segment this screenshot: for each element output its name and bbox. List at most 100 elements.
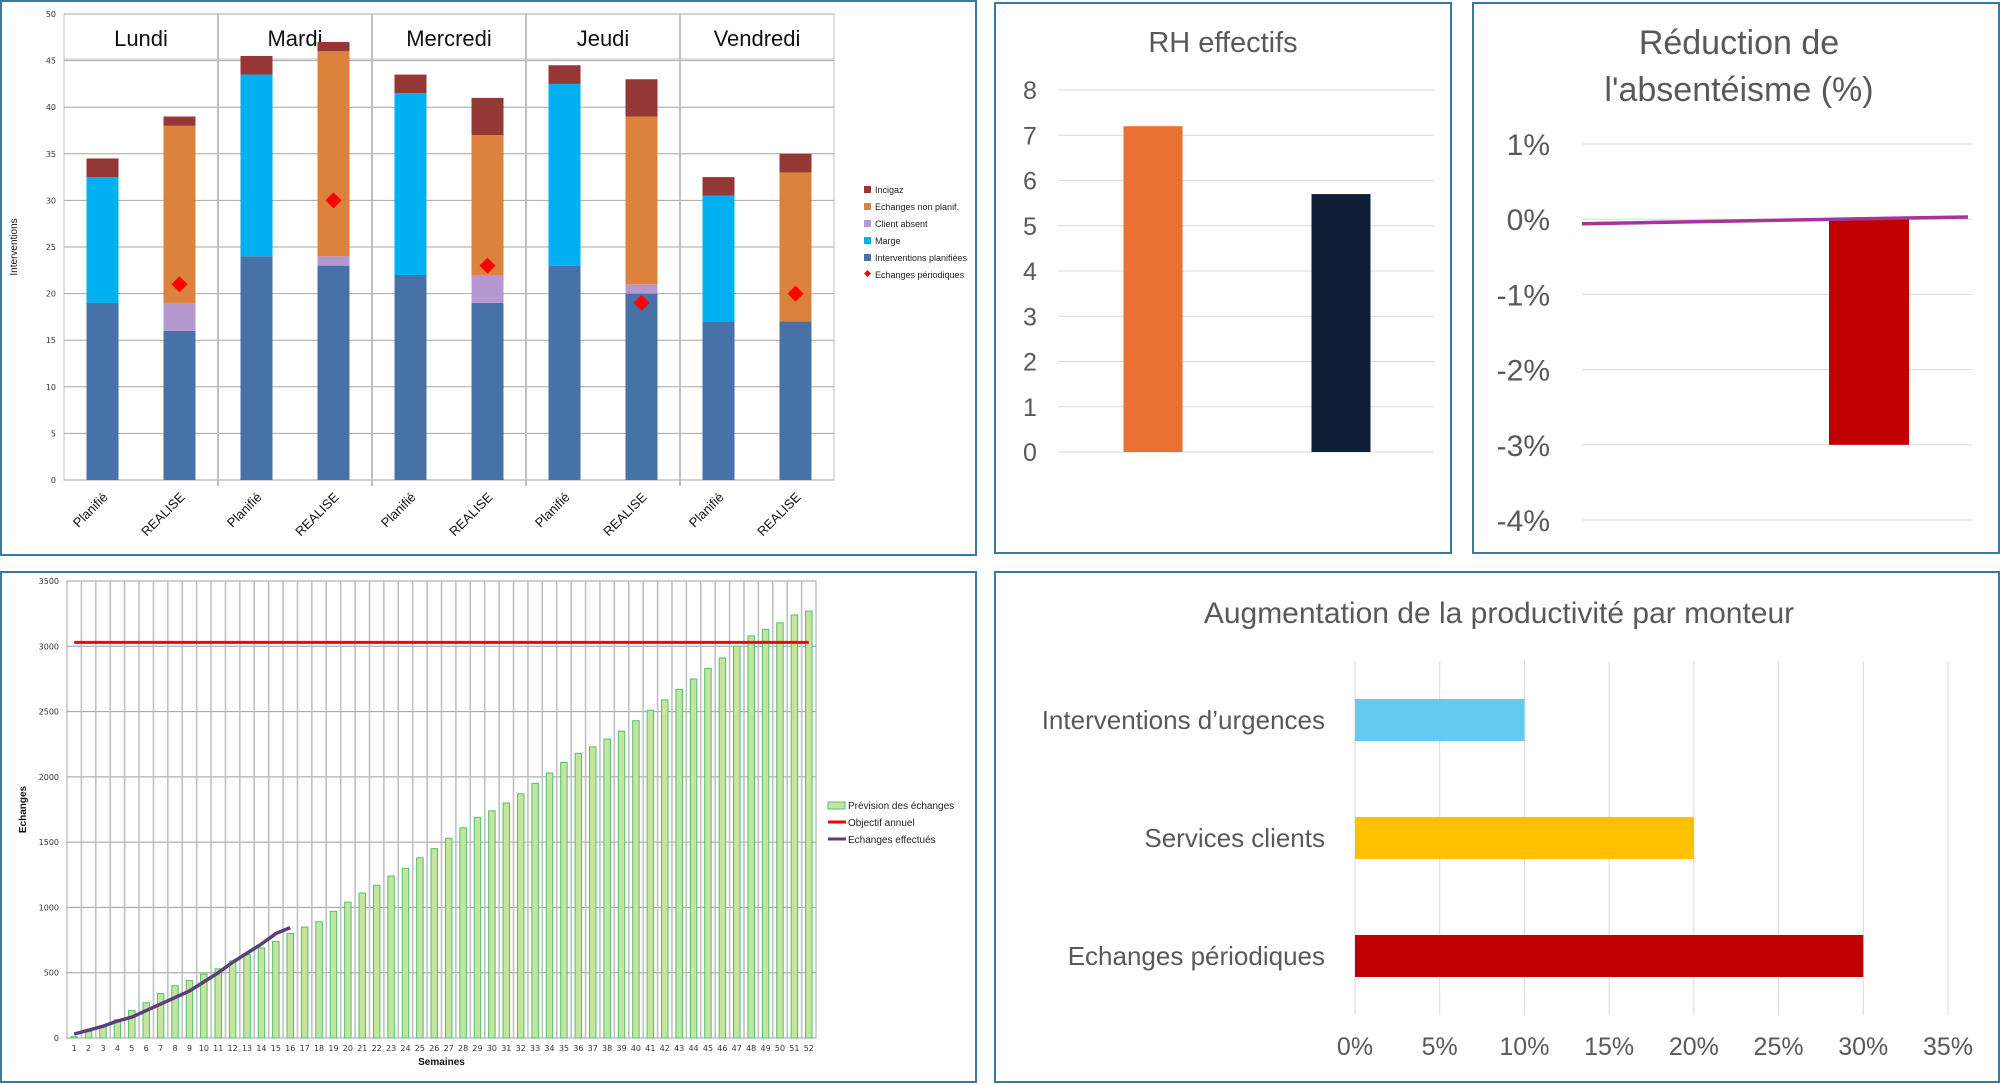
x-tick-label: REALISE [446, 489, 496, 539]
y-tick-label: -2% [1497, 355, 1550, 388]
stacked-bar-segment [471, 135, 504, 275]
chart-title-line: Réduction de [1639, 24, 1839, 62]
forecast-bar [603, 738, 611, 1039]
y-tick-label: 3500 [39, 577, 59, 586]
stacked-bar-segment [240, 55, 273, 75]
echanges-effectues-line [73, 926, 291, 1036]
echanges-periodiques-marker [633, 294, 650, 311]
productivite-bar [1355, 935, 1864, 977]
forecast-bar [704, 667, 712, 1039]
x-tick-label: REALISE [138, 489, 188, 539]
x-tick-label: REALISE [754, 489, 804, 539]
x-tick-label: 44 [688, 1044, 698, 1053]
stacked-bar-segment [317, 41, 350, 52]
productivite-bar [1355, 817, 1694, 859]
x-tick-label: REALISE [292, 489, 342, 539]
forecast-bar [675, 688, 683, 1039]
x-tick-label: 51 [789, 1044, 799, 1053]
x-tick-label: 43 [674, 1044, 684, 1053]
forecast-bar [416, 857, 424, 1039]
x-tick-label: 34 [544, 1044, 554, 1053]
forecast-bar [128, 1010, 136, 1039]
group-label: Mercredi [406, 26, 492, 51]
y-tick-label: 500 [44, 969, 59, 978]
forecast-bar [401, 867, 410, 1039]
x-tick-label: 41 [645, 1044, 655, 1053]
x-tick-label: 46 [717, 1044, 727, 1053]
stacked-bar-segment [625, 79, 658, 117]
legend-label: Echanges effectués [848, 835, 936, 846]
echanges-periodiques-marker [325, 192, 342, 209]
stacked-bar-segment [163, 116, 196, 126]
forecast-bar [387, 875, 395, 1039]
x-tick-label: 45 [703, 1044, 713, 1053]
x-tick-label: 17 [300, 1044, 310, 1053]
y-tick-label: 5 [1023, 213, 1037, 241]
y-tick-label: 1000 [39, 903, 59, 912]
forecast-bar [459, 827, 467, 1039]
y-tick-label: -4% [1497, 505, 1550, 538]
echanges-periodiques-marker [479, 257, 496, 274]
stacked-bar-segment [86, 158, 119, 178]
forecast-bar [257, 947, 266, 1039]
group-label: Jeudi [577, 26, 630, 51]
y-tick-label: 2 [1023, 349, 1037, 377]
x-tick-label: 8 [172, 1044, 177, 1053]
productivite-chart-panel: Augmentation de la productivité par mont… [994, 571, 2000, 1083]
y-axis-title: Echanges [18, 785, 29, 833]
x-tick-label: 21 [357, 1044, 367, 1053]
forecast-bar [661, 699, 669, 1039]
y-tick-label: 0 [54, 1034, 59, 1043]
legend-swatch [864, 254, 871, 261]
x-axis-title: Semaines [418, 1057, 465, 1068]
legend-label: Echanges périodiques [875, 270, 965, 280]
y-tick-label: 2500 [39, 708, 59, 717]
legend-label: Client absent [875, 219, 928, 229]
legend-label: Echanges non planif. [875, 202, 959, 212]
stacked-bar-segment [702, 321, 735, 480]
x-tick-label: 9 [187, 1044, 192, 1053]
x-tick-label: 6 [144, 1044, 149, 1053]
forecast-bar [272, 940, 280, 1039]
stacked-bar-segment [394, 74, 427, 94]
forecast-bar [689, 678, 698, 1039]
x-tick-label: 20% [1669, 1033, 1719, 1061]
interventions-chart: 0 5 10 15 20 25 30 35 40 45 50 Lundi Mardi Mercredi Je… [9, 10, 968, 539]
x-tick-label: 10% [1499, 1033, 1549, 1061]
x-tick-label: 5% [1422, 1033, 1458, 1061]
forecast-bar [185, 980, 194, 1039]
legend-label: Objectif annuel [848, 818, 915, 829]
echanges-periodiques-marker [171, 276, 188, 293]
forecast-bar [545, 772, 554, 1039]
group-label: Mardi [267, 26, 322, 51]
forecast-bar [805, 610, 813, 1039]
x-tick-label: Planifié [224, 490, 265, 531]
y-tick-label: Interventions d’urgences [1042, 705, 1325, 735]
forecast-bar [531, 782, 539, 1039]
x-tick-label: 19 [328, 1044, 338, 1053]
forecast-bar [300, 926, 309, 1039]
x-tick-label: 33 [530, 1044, 540, 1053]
forecast-bar [776, 622, 784, 1039]
y-tick-label: -1% [1497, 279, 1550, 312]
echanges-chart-panel: 0 500 1000 1500 2000 2500 3000 3500 1 2 3 4 5 6 7 8 9 10 1… [0, 571, 977, 1083]
stacked-bar-segment [548, 83, 581, 266]
stacked-bar-segment [702, 195, 735, 322]
y-tick-label: Services clients [1144, 823, 1325, 853]
absenteisme-chart-panel: Réduction de l'absentéisme (%) 1% 0% -1% -2% -… [1472, 2, 2000, 554]
y-tick-label: 50 [46, 10, 56, 19]
stacked-bar-segment [163, 125, 196, 303]
legend-swatch [827, 801, 846, 810]
productivite-bar [1355, 699, 1525, 741]
stacked-bar-segment [394, 93, 427, 275]
absenteisme-bar [1829, 219, 1909, 445]
productivite-chart: Augmentation de la productivité par mont… [1042, 597, 1973, 1061]
y-tick-label: 3000 [39, 642, 59, 651]
x-tick-label: 35 [559, 1044, 569, 1053]
legend-swatch [864, 203, 871, 210]
stacked-bar-segment [625, 284, 658, 294]
x-tick-label: 22 [372, 1044, 382, 1053]
x-tick-label: 47 [732, 1044, 742, 1053]
forecast-bar [502, 802, 511, 1039]
